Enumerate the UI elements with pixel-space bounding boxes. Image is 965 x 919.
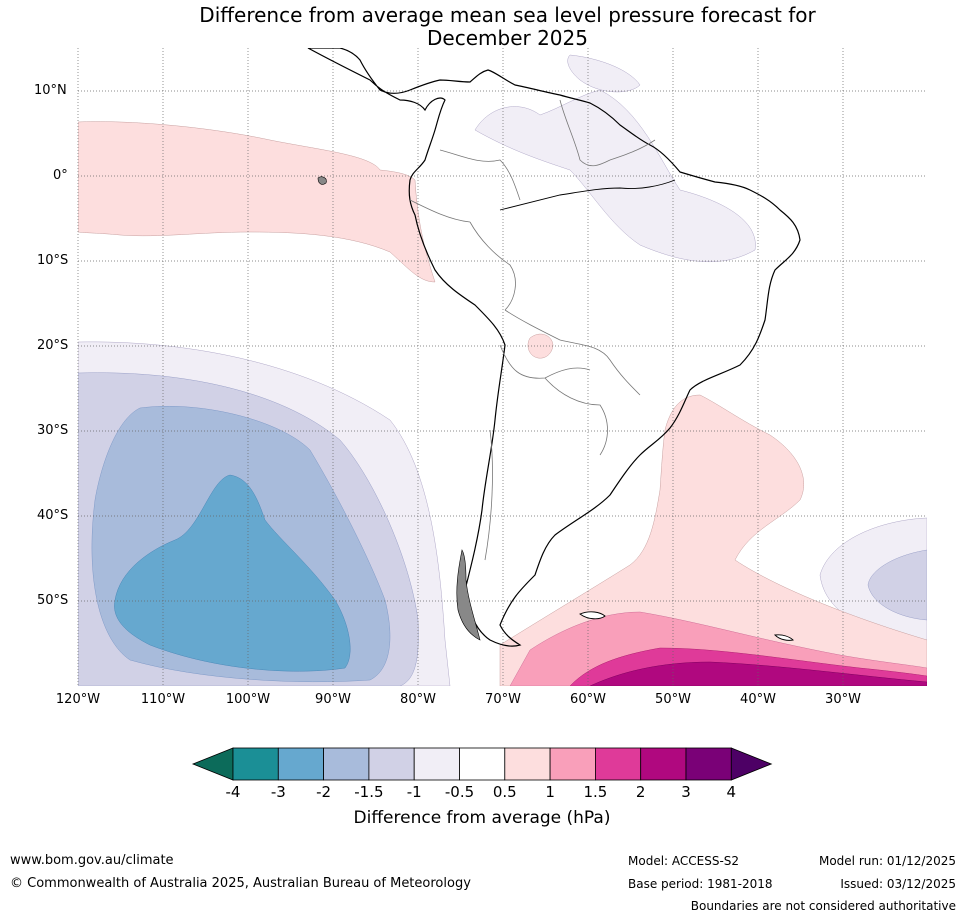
title-line-2: December 2025: [427, 26, 588, 50]
lon-label-50w: 50°W: [655, 692, 691, 707]
lat-label-0: 0°: [53, 168, 68, 183]
lon-label-100w: 100°W: [225, 692, 271, 707]
colorbar-tick-label: 3: [681, 783, 691, 801]
footer-disclaimer: Boundaries are not considered authoritat…: [690, 899, 956, 913]
footer-model-run: Model run: 01/12/2025: [818, 854, 956, 868]
colorbar-segment: [323, 747, 370, 781]
chile-fjords: [456, 549, 481, 641]
lon-label-80w: 80°W: [400, 692, 436, 707]
lat-label-10n: 10°N: [34, 83, 67, 98]
colorbar-segment: [504, 747, 551, 781]
footer-model: Model: ACCESS-S2: [628, 854, 740, 868]
colorbar-segment: [277, 747, 324, 781]
anomaly-contour-sa-ne: [567, 54, 641, 93]
colorbar-segments: [191, 747, 773, 781]
colorbar-title: Difference from average (hPa): [353, 808, 611, 828]
map-title: Difference from average mean sea level p…: [100, 4, 915, 50]
title-line-1: Difference from average mean sea level p…: [199, 3, 816, 27]
colorbar-segment: [640, 747, 687, 781]
anomaly-contour-plus-0.5-pacific: [78, 121, 436, 283]
lon-label-110w: 110°W: [140, 692, 186, 707]
colorbar-tick-label: -2: [316, 783, 332, 801]
colorbar-tick-label: 1.5: [583, 783, 608, 801]
colorbar-segment: [368, 747, 415, 781]
graticule: [77, 48, 927, 686]
anomaly-contour-minus-2: [114, 474, 351, 672]
colorbar-tick-label: -1.5: [354, 783, 384, 801]
galapagos: [317, 176, 327, 185]
lon-label-90w: 90°W: [315, 692, 351, 707]
anomaly-contour-plus-2: [589, 661, 927, 686]
lon-label-40w: 40°W: [740, 692, 776, 707]
colorbar-segment: [685, 747, 732, 781]
colorbar-tick-label: 0.5: [492, 783, 517, 801]
lon-label-30w: 30°W: [825, 692, 861, 707]
colorbar-tick-label: 1: [545, 783, 555, 801]
colorbar-over-triangle: [730, 747, 773, 781]
colorbar-tick-label: 4: [726, 783, 737, 801]
footer-copyright: © Commonwealth of Australia 2025, Austra…: [10, 876, 471, 891]
colorbar-tick-label: -0.5: [444, 783, 475, 801]
footer-website: www.bom.gov.au/climate: [10, 853, 174, 868]
anomaly-contour-se-1.5: [867, 549, 927, 621]
lat-label-50s: 50°S: [37, 593, 69, 608]
south-georgia: [774, 634, 794, 641]
colorbar-tick-label: -3: [270, 783, 286, 801]
colorbar-under-triangle: [191, 747, 234, 781]
lon-label-120w: 120°W: [55, 692, 101, 707]
colorbar-segment: [459, 747, 506, 781]
footer-base-period: Base period: 1981-2018: [628, 877, 773, 891]
coastlines: [307, 48, 801, 647]
colorbar-segment: [413, 747, 460, 781]
country-borders: [409, 99, 656, 561]
anomaly-contour-plus-0.5-atlantic: [499, 394, 927, 686]
colorbar-segment: [595, 747, 642, 781]
lon-label-70w: 70°W: [485, 692, 521, 707]
lat-label-30s: 30°S: [37, 423, 69, 438]
colorbar-tick-label: -1: [406, 783, 422, 801]
footer-issued: Issued: 03/12/2025: [840, 877, 956, 891]
colorbar-segment: [549, 747, 596, 781]
lat-label-40s: 40°S: [37, 508, 69, 523]
colorbar-segment: [232, 747, 279, 781]
falkland-islands: [579, 611, 606, 620]
lat-label-20s: 20°S: [37, 338, 69, 353]
colorbar-tick-label: -4: [225, 783, 241, 801]
lon-label-60w: 60°W: [570, 692, 606, 707]
lat-label-10s: 10°S: [37, 253, 69, 268]
south-america-coastline: [307, 48, 801, 647]
colorbar-tick-label: 2: [635, 783, 646, 801]
amazon-river: [499, 179, 676, 211]
